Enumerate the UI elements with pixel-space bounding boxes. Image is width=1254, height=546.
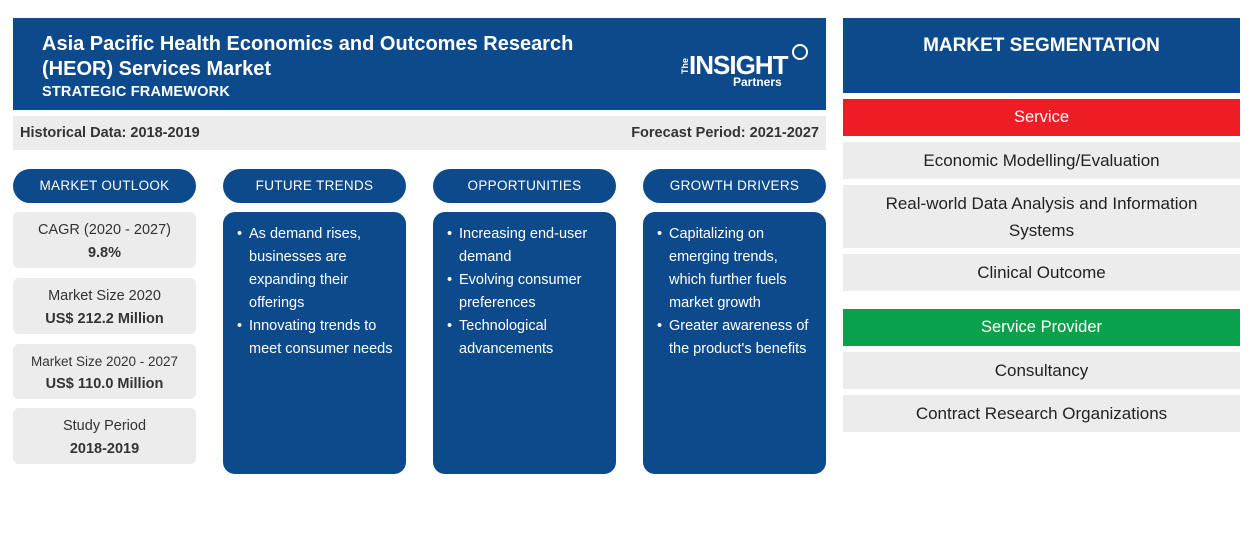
svg-text:Partners: Partners bbox=[733, 75, 782, 89]
list-item: Innovating trends to meet consumer needs bbox=[237, 315, 398, 361]
market-size-range-value: US$ 110.0 Million bbox=[45, 376, 164, 392]
list-item: Evolving consumer preferences bbox=[447, 269, 608, 315]
cagr-label: CAGR (2020 - 2027) bbox=[38, 222, 171, 238]
historical-data: Historical Data: 2018-2019 bbox=[20, 125, 200, 141]
list-item: Increasing end-user demand bbox=[447, 223, 608, 269]
opportunities-heading: OPPORTUNITIES bbox=[433, 169, 616, 203]
segment-item: Economic Modelling/Evaluation bbox=[843, 142, 1240, 179]
market-size-range-label: Market Size 2020 - 2027 bbox=[30, 354, 179, 369]
future-trends-panel: As demand rises, businesses are expandin… bbox=[223, 212, 406, 474]
list-item: Greater awareness of the product's benef… bbox=[657, 315, 818, 361]
market-outlook-heading: MARKET OUTLOOK bbox=[13, 169, 196, 203]
list-item: Technological advancements bbox=[447, 315, 608, 361]
insight-partners-logo: The INSIGHT Partners bbox=[680, 44, 808, 89]
market-size-card: Market Size 2020 US$ 212.2 Million bbox=[13, 278, 196, 334]
study-period-value: 2018-2019 bbox=[69, 441, 140, 457]
market-size-range-card: Market Size 2020 - 2027 US$ 110.0 Millio… bbox=[13, 344, 196, 399]
future-trends-heading: FUTURE TRENDS bbox=[223, 169, 406, 203]
report-subtitle: STRATEGIC FRAMEWORK bbox=[42, 84, 230, 100]
report-title: Asia Pacific Health Economics and Outcom… bbox=[42, 33, 574, 80]
market-size-value: US$ 212.2 Million bbox=[45, 311, 164, 327]
study-period-label: Study Period bbox=[62, 418, 147, 434]
svg-text:INSIGHT: INSIGHT bbox=[689, 50, 789, 80]
list-item: As demand rises, businesses are expandin… bbox=[237, 223, 398, 315]
report-header: Asia Pacific Health Economics and Outcom… bbox=[13, 18, 826, 110]
growth-drivers-panel: Capitalizing on emerging trends, which f… bbox=[643, 212, 826, 474]
cagr-value: 9.8% bbox=[87, 245, 122, 261]
cagr-card: CAGR (2020 - 2027) 9.8% bbox=[13, 212, 196, 268]
segment-category-service: Service bbox=[843, 99, 1240, 136]
study-period-card: Study Period 2018-2019 bbox=[13, 408, 196, 464]
list-item: Capitalizing on emerging trends, which f… bbox=[657, 223, 818, 315]
period-bar: Historical Data: 2018-2019 Forecast Peri… bbox=[13, 116, 826, 150]
segment-item: Contract Research Organizations bbox=[843, 395, 1240, 432]
forecast-period: Forecast Period: 2021-2027 bbox=[631, 125, 819, 141]
svg-text:The: The bbox=[680, 58, 690, 74]
opportunities-panel: Increasing end-user demand Evolving cons… bbox=[433, 212, 616, 474]
segment-category-service-provider: Service Provider bbox=[843, 309, 1240, 346]
segment-item: Consultancy bbox=[843, 352, 1240, 389]
segment-item: Clinical Outcome bbox=[843, 254, 1240, 291]
growth-drivers-heading: GROWTH DRIVERS bbox=[643, 169, 826, 203]
market-size-label: Market Size 2020 bbox=[48, 288, 161, 304]
segment-item: Real-world Data Analysis and Information… bbox=[843, 185, 1240, 248]
segmentation-heading: MARKET SEGMENTATION bbox=[843, 18, 1240, 93]
